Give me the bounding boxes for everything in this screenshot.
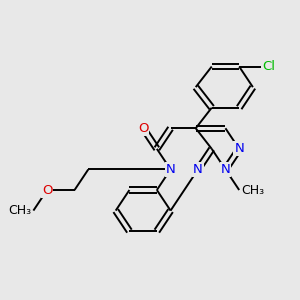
Text: CH₃: CH₃ xyxy=(8,204,31,217)
Text: O: O xyxy=(138,122,148,135)
Text: N: N xyxy=(220,163,230,176)
Text: N: N xyxy=(234,142,244,155)
Text: Cl: Cl xyxy=(262,60,275,73)
Text: N: N xyxy=(166,163,176,176)
Text: CH₃: CH₃ xyxy=(242,184,265,196)
Text: O: O xyxy=(42,184,52,196)
Text: N: N xyxy=(193,163,203,176)
